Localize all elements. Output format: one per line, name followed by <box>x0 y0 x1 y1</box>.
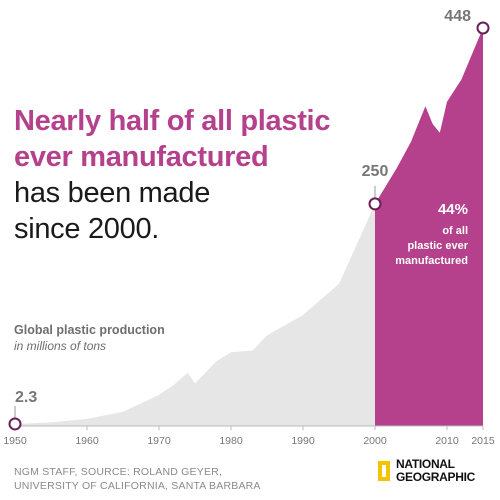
point-markers: 2.3 250 448 <box>8 8 490 431</box>
area-pre-2000 <box>15 203 375 426</box>
headline-highlight-line2: ever manufactured <box>14 141 269 173</box>
chart-subtitle: Global plastic production in millions of… <box>14 323 165 353</box>
logo-line2: GEOGRAPHIC <box>396 470 476 484</box>
x-tick-label-2000: 2000 <box>363 435 387 447</box>
x-tick-label-1970: 1970 <box>147 435 171 447</box>
point-marker-2000 <box>368 197 382 211</box>
x-tick-label-1960: 1960 <box>75 435 99 447</box>
point-marker-1950 <box>8 417 22 431</box>
annotation-percent: 44% <box>438 201 468 218</box>
logo-wordmark: NATIONAL GEOGRAPHIC <box>396 458 475 484</box>
x-tick-label-1980: 1980 <box>219 435 243 447</box>
x-tick-label-1950: 1950 <box>3 435 27 447</box>
annotation-line1: of all <box>442 225 468 237</box>
x-tick-label-1990: 1990 <box>291 435 315 447</box>
annotation-line3: manufactured <box>395 255 468 267</box>
headline-highlight-line1: Nearly half of all plastic <box>14 105 331 137</box>
headline-line4: since 2000. <box>14 213 160 245</box>
source-line2: UNIVERSITY OF CALIFORNIA, SANTA BARBARA <box>14 480 261 492</box>
point-marker-2015 <box>476 21 490 35</box>
x-tick-label-2015: 2015 <box>471 435 495 447</box>
headline: Nearly half of all plastic ever manufact… <box>14 103 330 247</box>
x-tick-label-2010: 2010 <box>435 435 459 447</box>
area-since-2000 <box>375 28 483 426</box>
source-credit: NGM STAFF, SOURCE: ROLAND GEYER, UNIVERS… <box>14 465 261 493</box>
logo-line1: NATIONAL <box>396 457 455 471</box>
annotation-line2: plastic ever <box>407 240 468 252</box>
point-label-2015: 448 <box>444 8 471 25</box>
point-label-1950: 2.3 <box>15 389 37 406</box>
subtitle-line1: Global plastic production <box>14 323 165 337</box>
headline-line3: has been made <box>14 177 211 209</box>
point-label-2000: 250 <box>362 163 389 180</box>
yellow-frame-icon <box>378 461 390 481</box>
national-geographic-logo: NATIONAL GEOGRAPHIC <box>378 457 475 485</box>
x-axis-ticks: 1950 1960 1970 1980 1990 2000 2010 2015 <box>3 426 495 447</box>
highlight-annotation: 44% of all plastic ever manufactured <box>395 201 468 267</box>
source-line1: NGM STAFF, SOURCE: ROLAND GEYER, <box>14 466 223 478</box>
subtitle-line2: in millions of tons <box>14 339 107 353</box>
